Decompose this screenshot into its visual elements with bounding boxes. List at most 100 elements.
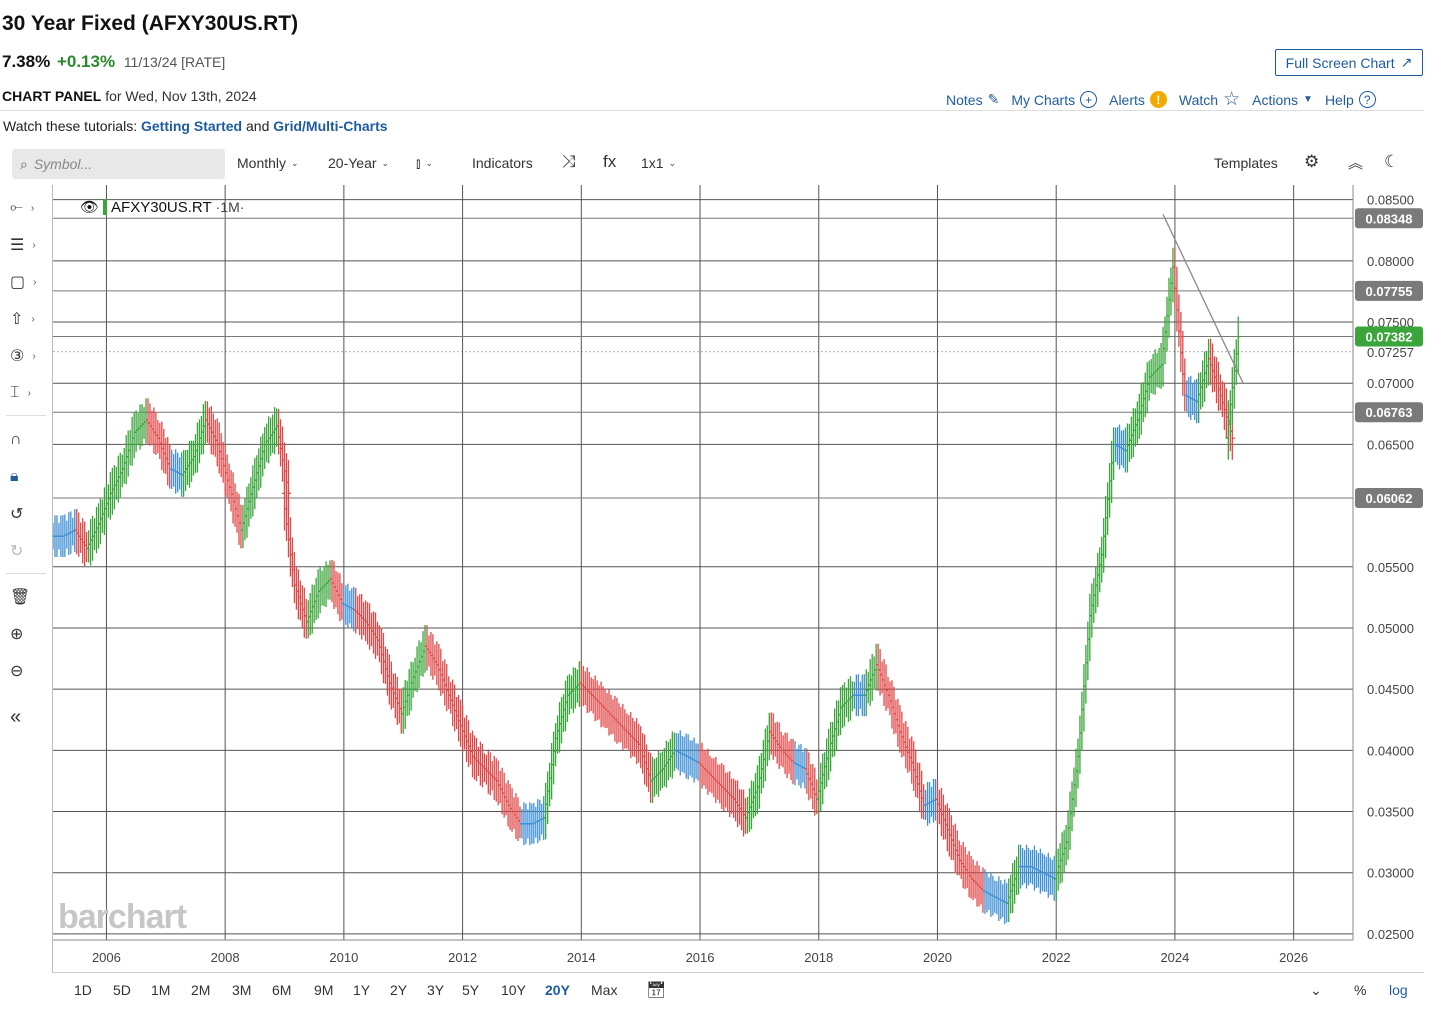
trash-icon[interactable]: 🗑︎ <box>10 589 31 606</box>
notes-link[interactable]: Notes ✎ <box>946 91 999 108</box>
line-tool-icon[interactable]: ⟜ › <box>10 199 35 216</box>
x-tick-label: 2020 <box>923 950 952 965</box>
range-button-2m[interactable]: 2M <box>191 982 211 998</box>
indicators-button[interactable]: Indicators <box>472 155 533 171</box>
percent-toggle[interactable]: % <box>1354 982 1367 998</box>
y-tick-label: 0.05500 <box>1367 560 1414 575</box>
undo-icon[interactable]: ↺ <box>10 506 24 523</box>
watch-label: Watch <box>1178 91 1219 108</box>
templates-button[interactable]: Templates <box>1214 155 1278 171</box>
legend-symbol: AFXY30US.RT <box>111 198 212 216</box>
range-button-9m[interactable]: 9M <box>314 982 334 998</box>
y-tick-label: 0.07257 <box>1367 345 1414 360</box>
annotation-tool-icon[interactable]: ③ › <box>10 348 36 365</box>
watch-link[interactable]: Watch ☆ <box>1179 88 1240 111</box>
price-chart[interactable]: 0.08500 0.08000 0.07500 0.07257 0.07000 0.065… <box>50 185 1424 973</box>
last-price: 7.38% <box>2 52 51 71</box>
compare-icon[interactable]: ⤨ <box>562 152 576 171</box>
chevron-right-icon: › <box>32 350 36 362</box>
range-button-1m[interactable]: 1M <box>151 982 171 998</box>
y-tick-label: 0.05000 <box>1367 621 1414 636</box>
series-color-swatch <box>103 199 108 215</box>
price-label-text: 0.06763 <box>1366 405 1413 420</box>
log-toggle[interactable]: log <box>1389 982 1408 998</box>
star-icon: ☆ <box>1223 89 1241 110</box>
chevron-double-down-icon[interactable]: ⌄ <box>1310 982 1322 998</box>
grid-multi-charts-link[interactable]: Grid/Multi-Charts <box>273 118 388 134</box>
range-button-3m[interactable]: 3M <box>232 982 252 998</box>
measure-tool-icon[interactable]: ⌶ › <box>10 384 31 401</box>
magnet-icon[interactable]: ∩ <box>10 431 22 448</box>
chevron-right-icon: › <box>27 387 31 399</box>
quote-line: 7.38% +0.13% 11/13/24 [RATE] <box>2 52 225 72</box>
redo-icon[interactable]: ↻ <box>10 543 24 560</box>
moon-icon[interactable]: ☾ <box>1384 152 1400 171</box>
zoom-out-icon[interactable]: ⊖ <box>10 663 24 680</box>
fib-tool-icon[interactable]: ☰ › <box>10 237 36 254</box>
caret-down-icon: ▼ <box>1303 94 1313 105</box>
calendar-icon[interactable]: 📅︎ <box>646 982 667 999</box>
range-button-6m[interactable]: 6M <box>272 982 292 998</box>
indicators-label: Indicators <box>472 155 533 171</box>
period-dropdown[interactable]: 20-Year ⌄ <box>328 155 389 171</box>
chevron-down-icon: ⌄ <box>668 157 677 168</box>
my-charts-link[interactable]: My Charts + <box>1011 91 1098 108</box>
full-screen-chart-button[interactable]: Full Screen Chart ↗ <box>1275 49 1423 76</box>
y-tick-label: 0.08000 <box>1367 254 1414 269</box>
price-label-text: 0.06062 <box>1366 491 1413 506</box>
x-tick-label: 2008 <box>211 950 240 965</box>
price-label-text: 0.07382 <box>1366 329 1413 344</box>
full-screen-label: Full Screen Chart <box>1285 54 1395 71</box>
range-button-5y[interactable]: 5Y <box>462 982 480 998</box>
help-link[interactable]: Help? <box>1325 91 1376 108</box>
chevron-right-icon: › <box>32 239 36 251</box>
y-tick-label: 0.06500 <box>1367 437 1414 452</box>
lock-icon[interactable]: 🔒︎ <box>10 468 19 485</box>
x-tick-label: 2016 <box>686 950 715 965</box>
zoom-in-icon[interactable]: ⊕ <box>10 626 24 643</box>
chevron-right-icon: › <box>30 202 35 214</box>
actions-label: Actions <box>1252 91 1299 108</box>
range-button-3y[interactable]: 3Y <box>427 982 445 998</box>
panel-label: CHART PANEL <box>2 88 102 104</box>
divider <box>0 110 1424 111</box>
actions-menu[interactable]: Actions ▼ <box>1252 92 1313 108</box>
symbol-input[interactable]: Symbol... <box>33 156 93 172</box>
eye-icon[interactable]: 👁︎ <box>80 199 100 216</box>
layout-dropdown[interactable]: 1x1 ⌄ <box>641 155 676 171</box>
quote-meta: 11/13/24 [RATE] <box>123 54 226 70</box>
x-tick-label: 2012 <box>448 950 477 965</box>
tutorials-line: Watch these tutorials: Getting Started a… <box>3 118 388 134</box>
shape-tool-icon[interactable]: ▢ › <box>10 274 37 291</box>
x-tick-label: 2010 <box>329 950 358 965</box>
range-button-1d[interactable]: 1D <box>74 982 92 998</box>
range-button-1y[interactable]: 1Y <box>353 982 371 998</box>
y-tick-label: 0.04500 <box>1367 682 1414 697</box>
gear-icon[interactable]: ⚙ <box>1304 152 1320 171</box>
collapse-up-icon[interactable]: ︽ <box>1348 155 1364 172</box>
interval-dropdown[interactable]: Monthly ⌄ <box>237 155 299 171</box>
function-icon[interactable]: fx <box>603 152 617 171</box>
x-tick-label: 2024 <box>1160 950 1189 965</box>
question-icon: ? <box>1358 91 1376 108</box>
getting-started-link[interactable]: Getting Started <box>140 118 243 134</box>
interval-label: Monthly <box>237 155 287 171</box>
symbol-search[interactable]: ⌕ Symbol... <box>12 149 225 179</box>
range-button-5d[interactable]: 5D <box>113 982 131 998</box>
tutorials-and: and <box>246 118 270 134</box>
collapse-left-icon[interactable]: « <box>10 705 22 728</box>
range-bar: 1D 5D 1M 2M 3M 6M 9M 1Y 2Y 3Y 5Y 10Y 20Y Max 📅︎ ⌄ % l… <box>52 972 1424 1008</box>
arrow-tool-icon[interactable]: ⇧ › <box>10 311 35 328</box>
range-button-max[interactable]: Max <box>591 982 618 998</box>
alert-icon: ! <box>1149 91 1167 108</box>
range-button-10y[interactable]: 10Y <box>501 982 526 998</box>
layout-label: 1x1 <box>641 155 664 171</box>
price-change: +0.13% <box>56 52 116 71</box>
alerts-link[interactable]: Alerts! <box>1109 91 1167 108</box>
legend-timeframe: ·1M· <box>215 199 245 215</box>
range-button-20y[interactable]: 20Y <box>545 982 570 998</box>
chart-type-dropdown[interactable]: ⫾ ⌄ <box>416 155 433 172</box>
top-links: Notes ✎ My Charts + Alerts! Watch ☆ Actions… <box>946 88 1376 111</box>
range-button-2y[interactable]: 2Y <box>390 982 408 998</box>
help-label: Help <box>1324 91 1354 108</box>
